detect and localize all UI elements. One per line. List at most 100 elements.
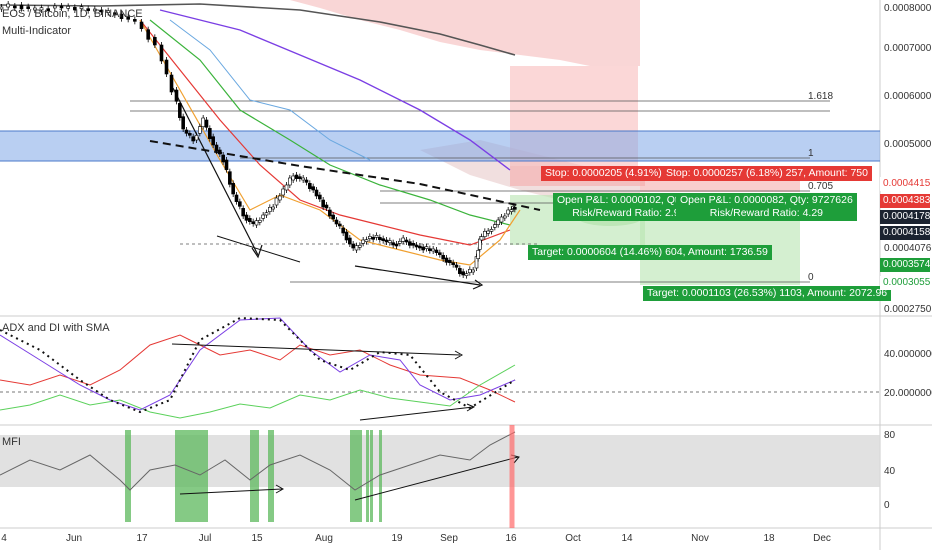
mfi-highlight-bar xyxy=(184,430,187,522)
candle-body xyxy=(33,7,37,11)
pnl-badge-1-line1: Open P&L: 0.0000102, Qty: 1 xyxy=(557,194,695,206)
candle-body xyxy=(221,154,225,163)
candle-body xyxy=(348,237,352,245)
downtrend-line xyxy=(172,87,259,256)
mfi-highlight-bar xyxy=(199,430,202,522)
candle-body xyxy=(334,219,339,225)
candle-body xyxy=(341,227,345,234)
ma-short xyxy=(169,19,371,161)
candle-body xyxy=(304,179,309,183)
ma-100 xyxy=(159,9,511,171)
candle-body xyxy=(408,241,412,246)
main-indicator-label[interactable]: Multi-Indicator xyxy=(2,25,72,37)
adx-di-minus xyxy=(0,334,516,403)
price-tick: 0.0007000 xyxy=(884,43,932,54)
lower-low-arrowhead xyxy=(472,279,484,290)
candle-body xyxy=(418,245,422,249)
time-tick: 4 xyxy=(1,533,7,544)
time-tick: 16 xyxy=(505,533,517,544)
candle-body xyxy=(181,116,185,130)
candle-body xyxy=(431,248,435,252)
candle-body xyxy=(458,268,462,274)
candle-body xyxy=(311,186,315,191)
time-tick: 15 xyxy=(251,533,263,544)
candle-body xyxy=(46,8,50,11)
candle-body xyxy=(169,74,174,93)
adx-indicator-label[interactable]: ADX and DI with SMA xyxy=(2,322,110,334)
candle-body xyxy=(401,237,405,242)
time-tick: Jul xyxy=(198,533,212,544)
wedge-line-low xyxy=(216,235,301,263)
candle-body xyxy=(278,195,282,201)
time-tick: Nov xyxy=(691,533,709,544)
candle-body xyxy=(328,209,332,217)
adx-di-plus xyxy=(0,364,516,419)
candle-body xyxy=(133,19,137,22)
candle-body xyxy=(294,174,299,179)
candle-body xyxy=(424,246,429,249)
mfi-highlight-bar xyxy=(202,430,205,522)
candle-body xyxy=(244,214,249,221)
time-tick: 18 xyxy=(763,533,775,544)
pnl-badge-2-line2: Risk/Reward Ratio: 4.29 xyxy=(709,207,824,219)
candle-body xyxy=(13,5,17,9)
pnl-badge-1[interactable]: Open P&L: 0.0000102, Qty: 1 Risk/Reward … xyxy=(553,193,699,221)
candle-body xyxy=(26,6,30,9)
candle-body xyxy=(361,239,365,244)
candle-body xyxy=(261,214,265,219)
candle-body xyxy=(6,3,10,8)
stop-badge-1[interactable]: Stop: 0.0000205 (4.91%) 20 xyxy=(541,166,681,181)
candle-body xyxy=(191,136,195,142)
candle-body xyxy=(248,218,252,222)
candle-body xyxy=(509,209,514,212)
stop-badge-2[interactable]: Stop: 0.0000257 (6.18%) 257, Amount: 750 xyxy=(662,166,872,181)
cloud-upper xyxy=(280,0,640,66)
pnl-badge-1-line2: Risk/Reward Ratio: 2.9 xyxy=(572,207,680,219)
descending-trendline xyxy=(149,140,541,211)
price-tick: 0.0008000 xyxy=(884,3,932,14)
candle-body xyxy=(106,10,110,13)
mfi-highlight-bar xyxy=(193,430,196,522)
candle-body xyxy=(241,208,245,217)
candle-body xyxy=(314,189,319,197)
candle-body xyxy=(496,219,500,225)
mfi-highlight-bar xyxy=(125,430,128,522)
candle-body xyxy=(59,5,64,9)
symbol-title[interactable]: EOS / Bitcoin, 1D, BINANCE xyxy=(2,8,143,20)
candle-body xyxy=(66,6,70,9)
price-tick: 0.0006000 xyxy=(884,91,932,102)
candle-body xyxy=(391,242,395,246)
candle-body xyxy=(86,8,90,11)
time-tick: Jun xyxy=(65,533,83,544)
mfi-indicator-label[interactable]: MFI xyxy=(2,436,21,448)
candle-body xyxy=(184,129,189,134)
resistance-zone xyxy=(0,131,880,161)
target-badge-2[interactable]: Target: 0.0001103 (26.53%) 1103, Amount:… xyxy=(643,286,892,301)
candle-body xyxy=(0,6,4,10)
downtrend-arrowhead xyxy=(251,244,263,259)
mfi-highlight-bar xyxy=(190,430,193,522)
mfi-arrow-1 xyxy=(179,488,283,495)
time-tick: 17 xyxy=(136,533,148,544)
candle-body xyxy=(153,37,157,46)
price-tick: 0.0005000 xyxy=(884,139,932,150)
mfi-highlight-bar xyxy=(359,430,362,522)
candle-body xyxy=(351,243,355,249)
mfi-highlight-bar xyxy=(256,430,259,522)
candle-body xyxy=(324,204,329,209)
mfi-highlight-bar xyxy=(250,430,253,522)
candle-body xyxy=(371,237,375,240)
time-tick: Oct xyxy=(565,533,581,544)
candlestick-series xyxy=(0,1,517,279)
candle-body xyxy=(478,238,482,250)
mfi-arrow-2 xyxy=(354,456,519,501)
ma-50 xyxy=(149,19,511,226)
candle-body xyxy=(441,255,445,260)
mfi-highlight-bar xyxy=(178,430,181,522)
pnl-badge-2[interactable]: Open P&L: 0.0000082, Qty: 9727626 Risk/R… xyxy=(676,193,857,221)
target-badge-1[interactable]: Target: 0.0000604 (14.46%) 604, Amount: … xyxy=(528,245,772,260)
price-tag-4178: 0.0004178 xyxy=(880,210,930,224)
candle-body xyxy=(308,183,312,189)
candle-body xyxy=(126,16,130,20)
